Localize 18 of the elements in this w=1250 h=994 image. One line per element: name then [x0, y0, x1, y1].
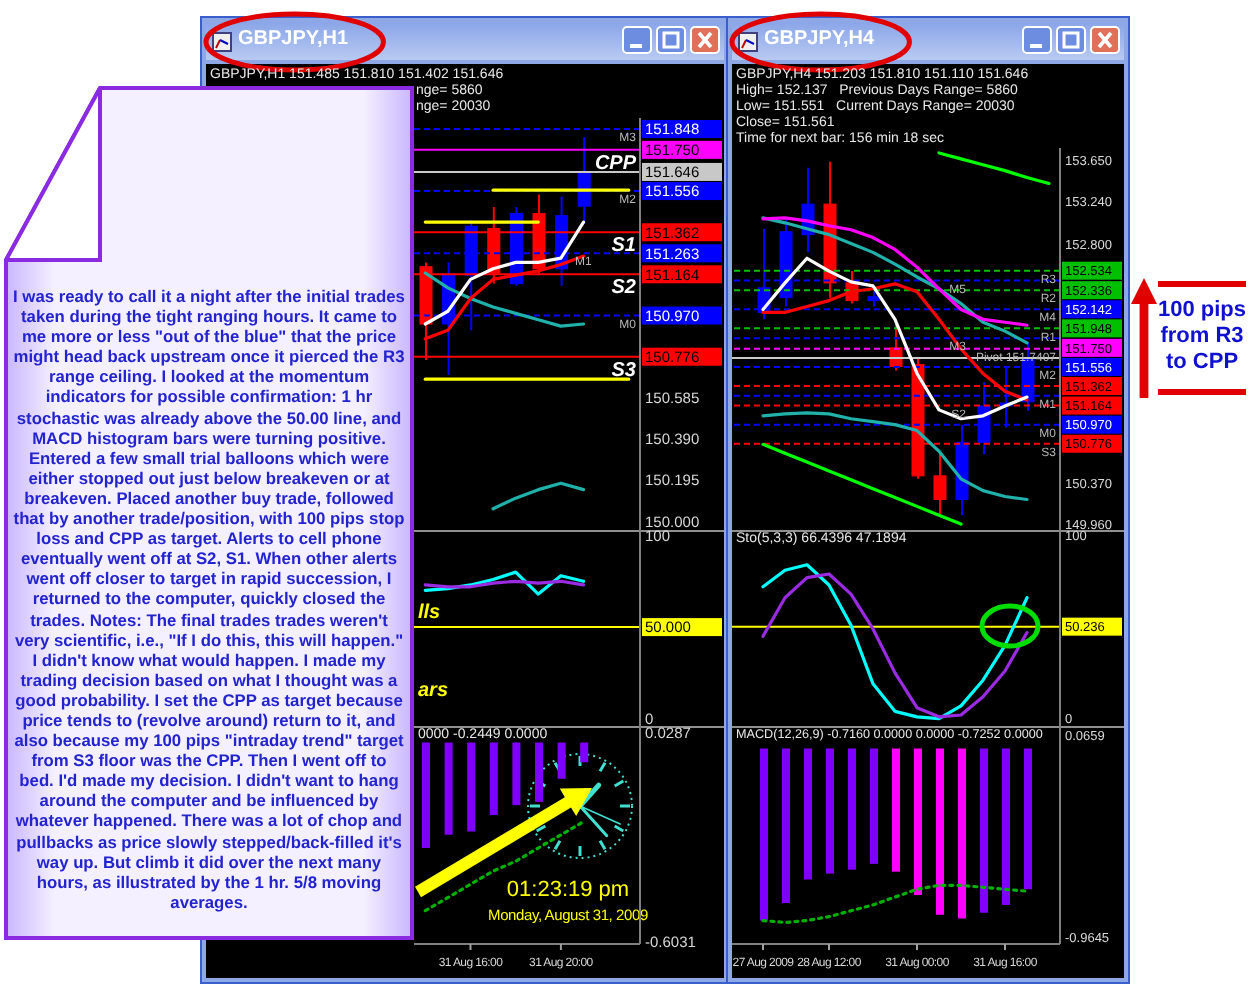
line-series	[761, 883, 1029, 925]
ref-line-label: CPP	[594, 152, 637, 175]
ref-line-label: S3	[611, 359, 637, 382]
annotation: ars	[418, 680, 449, 703]
ref-line-label: S1	[611, 235, 637, 258]
line-series	[937, 151, 1051, 186]
line-series	[423, 570, 586, 596]
line-series	[761, 442, 963, 526]
line-series	[491, 481, 586, 511]
candlestick	[933, 450, 947, 517]
line-series	[761, 411, 1029, 502]
chart-title: GBPJPY,H4	[764, 28, 875, 50]
annotation: 01:23:19 pm	[504, 878, 632, 902]
ref-line-label: S2	[611, 277, 637, 300]
annotation: lls	[418, 602, 441, 625]
chart-title: GBPJPY,H1	[238, 28, 349, 50]
text: I was ready to call it a night after the initial trades taken during the tight ranging hours. It came to me more or less "out of the blue" that the price might head back upstream once it pierced the R3 range ceiling. I looked at the momentum indicators for possible confirmation: 1 hr stochastic was already above the 50.00 line, and MACD histogram bars were turning positive. Entered a few small trial balloons which were either stopped out just below breakeven or at breakeven. Placed another buy trade, followed that by another trade/position, with 100 pips stop loss and CPP as target. Alerts to cell phone eventually went off at S2, S1. When other alerts went off closer to target in rapid succession, I returned to the computer, quickly closed the trades. Notes: The final trades trades weren't very scientific, i.e., "If I do this, this will happen." I didn't know what would happen. I made my trading decision based on what I thought was a good probability. I set the CPP as target because price tends to (revolve around) return to it, and also because my 100 pips "intraday trend" target from S3 floor was the CPP. Then I went off to bed. I'd made my decision. I didn't want to hang around the computer and be influenced by whatever happened. There was a lot of chop and pullbacks as price slowly stepped/back-filled it's way up. But climb it did over the next many hours, as illustrated by the 1 hr. 5/8 moving averages.	[13, 286, 405, 912]
text: 100 pips from R3 to CPP	[1155, 298, 1249, 376]
